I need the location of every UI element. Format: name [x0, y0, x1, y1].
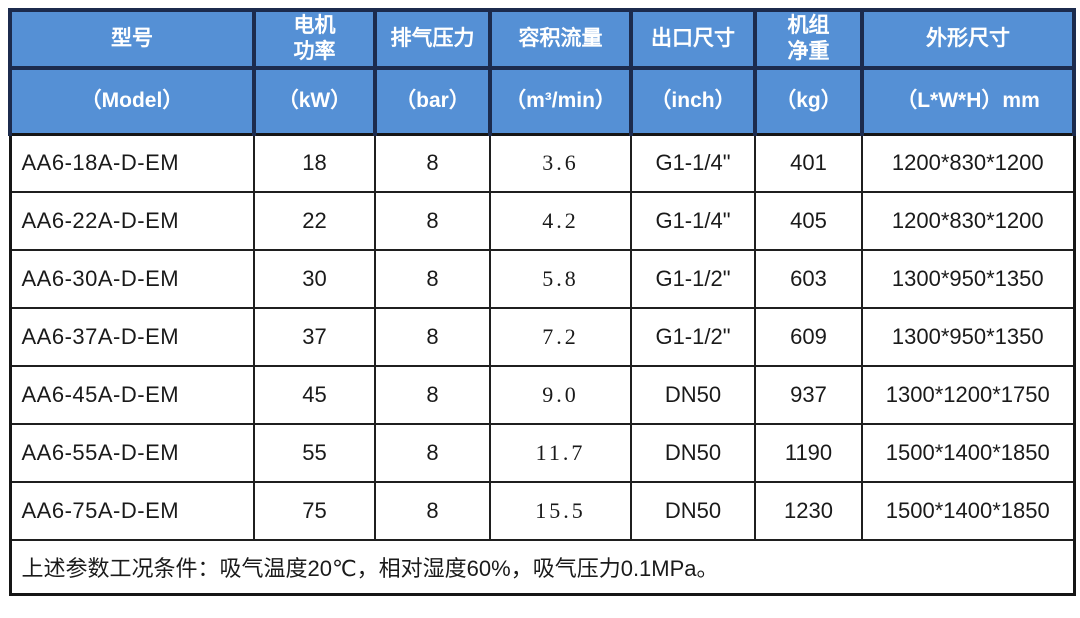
cell-dimensions: 1500*1400*1850	[861, 423, 1075, 483]
header-dimensions: 外形尺寸	[860, 8, 1076, 70]
cell-dimensions: 1500*1400*1850	[861, 481, 1075, 541]
table-row: AA6-55A-D-EM 55 8 11.7 DN50 1190 1500*14…	[9, 423, 1075, 483]
cell-flow: 4.2	[489, 191, 632, 251]
header-row-names: 型号 电机 功率 排气压力 容积流量 出口尺寸 机组 净重 外形尺寸	[8, 8, 1076, 70]
cell-outlet: G1-1/2"	[630, 249, 756, 309]
cell-power: 18	[253, 133, 376, 193]
table-row: AA6-18A-D-EM 18 8 3.6 G1-1/4" 401 1200*8…	[9, 133, 1075, 193]
table-footer: 上述参数工况条件：吸气温度20℃，相对湿度60%，吸气压力0.1MPa。	[9, 539, 1075, 595]
cell-pressure: 8	[374, 481, 491, 541]
cell-pressure: 8	[374, 133, 491, 193]
cell-outlet: G1-1/4"	[630, 191, 756, 251]
cell-pressure: 8	[374, 365, 491, 425]
cell-flow: 9.0	[489, 365, 632, 425]
cell-dimensions: 1300*950*1350	[861, 249, 1075, 309]
cell-outlet: G1-1/4"	[630, 133, 756, 193]
cell-pressure: 8	[374, 191, 491, 251]
cell-model: AA6-18A-D-EM	[9, 133, 255, 193]
cell-model: AA6-75A-D-EM	[9, 481, 255, 541]
cell-power: 22	[253, 191, 376, 251]
cell-power: 55	[253, 423, 376, 483]
cell-outlet: DN50	[630, 423, 756, 483]
cell-pressure: 8	[374, 249, 491, 309]
cell-power: 45	[253, 365, 376, 425]
cell-model: AA6-22A-D-EM	[9, 191, 255, 251]
cell-flow: 11.7	[489, 423, 632, 483]
header-weight: 机组 净重	[753, 8, 864, 70]
unit-pressure: （bar）	[373, 66, 492, 136]
cell-outlet: DN50	[630, 481, 756, 541]
table-row: AA6-45A-D-EM 45 8 9.0 DN50 937 1300*1200…	[9, 365, 1075, 425]
header-outlet: 出口尺寸	[629, 8, 757, 70]
unit-model: （Model）	[8, 66, 256, 136]
header-row-units: （Model） （kW） （bar） （m³/min） （inch） （kg） …	[8, 66, 1076, 136]
table-row: AA6-75A-D-EM 75 8 15.5 DN50 1230 1500*14…	[9, 481, 1075, 541]
cell-dimensions: 1200*830*1200	[861, 133, 1075, 193]
cell-pressure: 8	[374, 423, 491, 483]
table-row: AA6-37A-D-EM 37 8 7.2 G1-1/2" 609 1300*9…	[9, 307, 1075, 367]
cell-flow: 5.8	[489, 249, 632, 309]
header-power: 电机 功率	[252, 8, 377, 70]
cell-model: AA6-55A-D-EM	[9, 423, 255, 483]
cell-weight: 1190	[754, 423, 863, 483]
cell-outlet: DN50	[630, 365, 756, 425]
cell-weight: 401	[754, 133, 863, 193]
cell-power: 30	[253, 249, 376, 309]
unit-flow: （m³/min）	[488, 66, 633, 136]
cell-flow: 7.2	[489, 307, 632, 367]
cell-weight: 405	[754, 191, 863, 251]
footnote-row: 上述参数工况条件：吸气温度20℃，相对湿度60%，吸气压力0.1MPa。	[9, 539, 1075, 595]
header-flow: 容积流量	[488, 8, 633, 70]
cell-dimensions: 1300*950*1350	[861, 307, 1075, 367]
unit-weight: （kg）	[753, 66, 864, 136]
cell-model: AA6-45A-D-EM	[9, 365, 255, 425]
header-model: 型号	[8, 8, 256, 70]
unit-dimensions: （L*W*H）mm	[860, 66, 1076, 136]
table-row: AA6-22A-D-EM 22 8 4.2 G1-1/4" 405 1200*8…	[9, 191, 1075, 251]
cell-weight: 603	[754, 249, 863, 309]
cell-flow: 3.6	[489, 133, 632, 193]
cell-weight: 1230	[754, 481, 863, 541]
cell-power: 37	[253, 307, 376, 367]
cell-dimensions: 1200*830*1200	[861, 191, 1075, 251]
unit-outlet: （inch）	[629, 66, 757, 136]
cell-power: 75	[253, 481, 376, 541]
cell-flow: 15.5	[489, 481, 632, 541]
operating-conditions-note: 上述参数工况条件：吸气温度20℃，相对湿度60%，吸气压力0.1MPa。	[9, 539, 1075, 595]
table-row: AA6-30A-D-EM 30 8 5.8 G1-1/2" 603 1300*9…	[9, 249, 1075, 309]
cell-model: AA6-30A-D-EM	[9, 249, 255, 309]
cell-model: AA6-37A-D-EM	[9, 307, 255, 367]
cell-weight: 609	[754, 307, 863, 367]
cell-weight: 937	[754, 365, 863, 425]
compressor-spec-table: 型号 电机 功率 排气压力 容积流量 出口尺寸 机组 净重 外形尺寸 （Mode…	[8, 8, 1076, 596]
cell-dimensions: 1300*1200*1750	[861, 365, 1075, 425]
unit-power: （kW）	[252, 66, 377, 136]
header-pressure: 排气压力	[373, 8, 492, 70]
table-header: 型号 电机 功率 排气压力 容积流量 出口尺寸 机组 净重 外形尺寸 （Mode…	[8, 8, 1076, 136]
table-body: AA6-18A-D-EM 18 8 3.6 G1-1/4" 401 1200*8…	[9, 133, 1075, 541]
cell-pressure: 8	[374, 307, 491, 367]
cell-outlet: G1-1/2"	[630, 307, 756, 367]
